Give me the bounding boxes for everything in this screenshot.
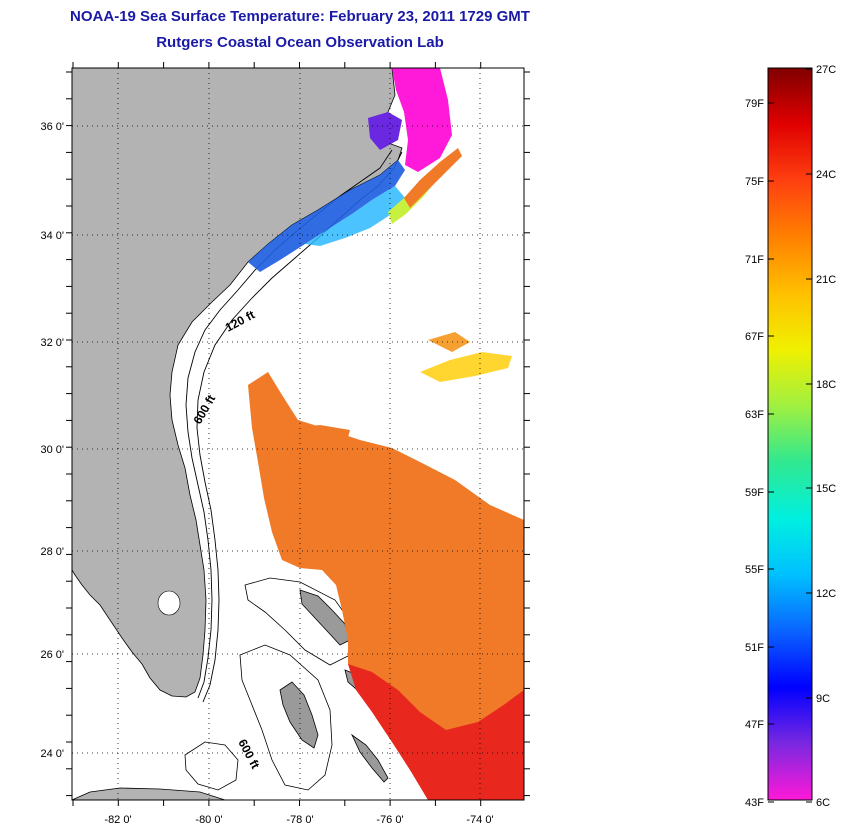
lat-label-30: 30 0' bbox=[40, 444, 64, 456]
celsius-label: 21C bbox=[816, 274, 836, 286]
map-title: NOAA-19 Sea Surface Temperature: Februar… bbox=[70, 8, 530, 25]
fahrenheit-label: 71F bbox=[745, 254, 764, 266]
celsius-label: 27C bbox=[816, 64, 836, 76]
land-cuba bbox=[72, 787, 226, 800]
lat-label-28: 28 0' bbox=[40, 546, 64, 558]
sst-warm-core bbox=[348, 664, 524, 800]
sst-purple-sound bbox=[368, 112, 402, 150]
lat-label-36: 36 0' bbox=[40, 121, 64, 133]
map-grid bbox=[66, 62, 530, 806]
sst-yellow-patch bbox=[420, 352, 512, 382]
lon-label-76: -76 0' bbox=[376, 814, 403, 826]
temperature-colorbar: 79F 75F 71F 67F 63F 59F 55F 51F 47F 43F … bbox=[745, 64, 836, 809]
land-bahamas-abaco bbox=[299, 589, 351, 646]
celsius-label: 9C bbox=[816, 693, 830, 705]
map-subtitle: Rutgers Coastal Ocean Observation Lab bbox=[156, 34, 444, 51]
latitude-labels: 24 0' 26 0' 28 0' 30 0' 32 0' 34 0' 36 0… bbox=[40, 121, 64, 760]
land-bahamas-exuma bbox=[350, 733, 389, 783]
celsius-labels: 27C 24C 21C 18C 15C 12C 9C 6C bbox=[816, 64, 836, 809]
lon-label-78: -78 0' bbox=[286, 814, 313, 826]
celsius-label: 6C bbox=[816, 797, 830, 809]
sst-cold-shelf bbox=[248, 160, 405, 272]
fahrenheit-label: 75F bbox=[745, 176, 764, 188]
bank-contour bbox=[244, 577, 356, 666]
sst-gulf-stream-main bbox=[248, 372, 524, 800]
lat-label-32: 32 0' bbox=[40, 337, 64, 349]
sst-map: 24 0' 26 0' 28 0' 30 0' 32 0' 34 0' 36 0… bbox=[40, 62, 530, 826]
sst-magenta-sound bbox=[392, 68, 452, 172]
lake-okeechobee bbox=[157, 590, 181, 616]
fahrenheit-label: 55F bbox=[745, 564, 764, 576]
fahrenheit-label: 47F bbox=[745, 719, 764, 731]
lon-label-74: -74 0' bbox=[466, 814, 493, 826]
longitude-labels: -82 0' -80 0' -78 0' -76 0' -74 0' bbox=[104, 814, 493, 826]
sst-orange-gulfstream-north bbox=[404, 148, 462, 208]
lat-label-26: 26 0' bbox=[40, 649, 64, 661]
celsius-label: 15C bbox=[816, 483, 836, 495]
fahrenheit-label: 51F bbox=[745, 642, 764, 654]
celsius-label: 24C bbox=[816, 169, 836, 181]
fahrenheit-label: 43F bbox=[745, 797, 764, 809]
colorbar-scale bbox=[767, 67, 813, 801]
map-frame bbox=[71, 67, 525, 801]
lon-label-82: -82 0' bbox=[104, 814, 131, 826]
fahrenheit-label: 79F bbox=[745, 98, 764, 110]
bank-contour bbox=[239, 644, 333, 791]
fahrenheit-label: 59F bbox=[745, 487, 764, 499]
fahrenheit-label: 63F bbox=[745, 409, 764, 421]
celsius-label: 12C bbox=[816, 588, 836, 600]
fahrenheit-labels: 79F 75F 71F 67F 63F 59F 55F 51F 47F 43F bbox=[745, 98, 764, 809]
fahrenheit-label: 67F bbox=[745, 331, 764, 343]
lon-label-80: -80 0' bbox=[195, 814, 222, 826]
sst-orange-patch bbox=[428, 332, 470, 352]
sst-orange-north-patch bbox=[292, 425, 350, 452]
celsius-label: 18C bbox=[816, 379, 836, 391]
land-bahamas-andros bbox=[279, 681, 319, 749]
bank-contour bbox=[184, 741, 239, 791]
lat-label-24: 24 0' bbox=[40, 748, 64, 760]
lat-label-34: 34 0' bbox=[40, 230, 64, 242]
sst-cool-coastal bbox=[305, 186, 405, 246]
